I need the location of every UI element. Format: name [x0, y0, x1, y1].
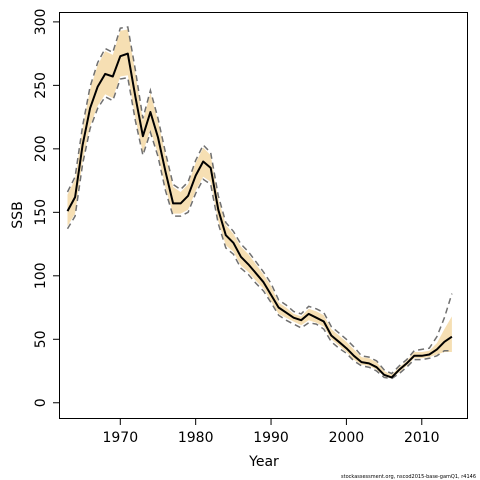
confidence-band-area: [67, 29, 452, 379]
ssb-estimate-line: [66, 52, 453, 379]
y-axis-label: SSB: [10, 201, 26, 228]
y-tick-label: 200: [33, 135, 49, 162]
x-tick-label: 2010: [404, 430, 440, 446]
confidence-band: [67, 29, 452, 379]
y-tick-label: 100: [33, 262, 49, 289]
x-axis: 1970 1980 1990 2000 2010: [102, 418, 440, 446]
interval-upper-line: [66, 26, 453, 375]
x-tick-label: 1990: [253, 430, 289, 446]
y-tick-label: 300: [33, 9, 49, 36]
y-tick-label: 250: [33, 72, 49, 99]
y-tick-label: 0: [33, 398, 49, 407]
interval-lower-line: [66, 76, 452, 380]
footnote: stockassessment.org, nscod2015-base-gamQ…: [341, 474, 476, 480]
x-tick-label: 1970: [102, 430, 138, 446]
x-axis-label: Year: [248, 454, 279, 470]
y-axis: 0 50 100 150 200 250 300: [33, 9, 60, 407]
y-tick-label: 50: [33, 330, 49, 348]
plot-frame: [59, 12, 468, 419]
series-lines: [66, 26, 453, 380]
y-tick-label: 150: [33, 199, 49, 226]
x-tick-label: 2000: [329, 430, 365, 446]
x-tick-label: 1980: [178, 430, 214, 446]
